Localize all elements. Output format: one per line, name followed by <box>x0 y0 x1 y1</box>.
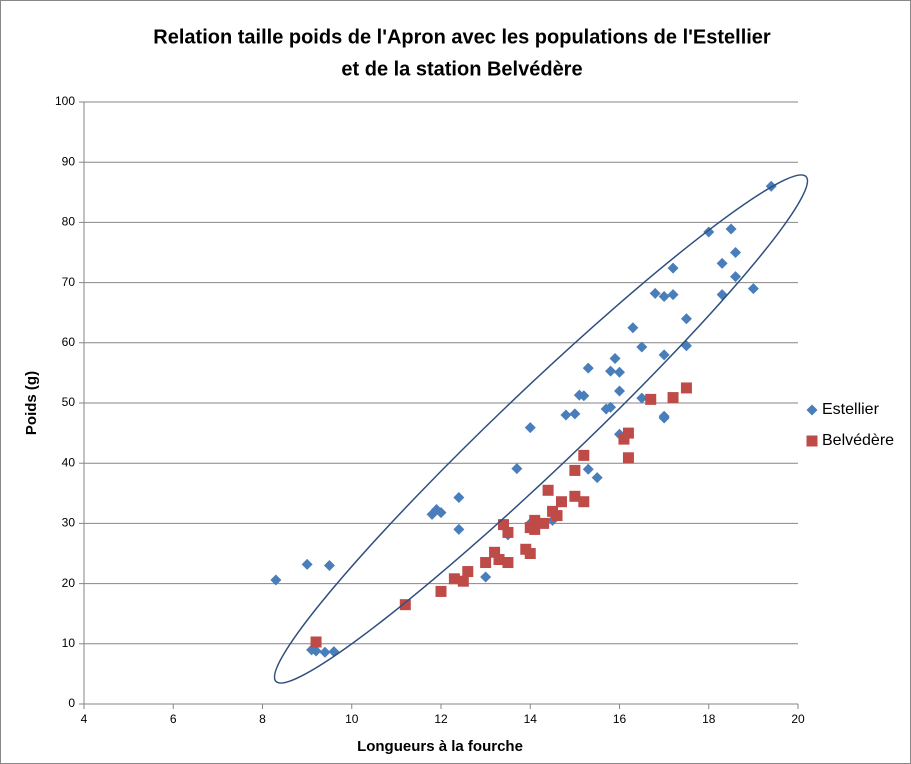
y-tick-label: 50 <box>62 395 76 409</box>
point <box>680 382 692 394</box>
x-tick-label: 4 <box>81 712 88 726</box>
point <box>614 385 625 397</box>
x-tick-label: 10 <box>345 712 359 726</box>
x-tick-label: 8 <box>259 712 266 726</box>
point <box>582 362 594 374</box>
point <box>529 514 541 526</box>
point <box>658 349 670 361</box>
x-tick-label: 18 <box>702 712 716 726</box>
point <box>480 557 492 569</box>
y-tick-label: 0 <box>68 696 75 710</box>
point <box>462 566 474 578</box>
point <box>399 599 411 611</box>
point <box>725 223 737 235</box>
point <box>730 247 742 258</box>
point <box>493 554 505 566</box>
point <box>524 422 536 434</box>
point <box>618 433 630 445</box>
y-tick-label: 40 <box>62 455 76 469</box>
point <box>502 526 514 538</box>
point <box>667 289 679 301</box>
point <box>569 464 581 476</box>
point <box>578 496 590 508</box>
point <box>658 412 670 424</box>
point <box>489 546 501 558</box>
point <box>435 507 447 519</box>
point <box>605 401 617 413</box>
y-tick-label: 60 <box>62 335 76 349</box>
point <box>551 510 563 522</box>
highlight-ellipse <box>273 174 809 684</box>
point <box>569 490 581 502</box>
point <box>582 463 594 475</box>
point <box>511 463 523 475</box>
y-tick-label: 70 <box>62 275 76 289</box>
point <box>578 390 590 402</box>
x-tick-label: 14 <box>524 712 538 726</box>
point <box>578 449 590 461</box>
point <box>730 271 742 283</box>
y-tick-label: 100 <box>55 94 75 108</box>
point <box>529 523 541 535</box>
x-tick-label: 16 <box>613 712 627 726</box>
point <box>542 484 554 496</box>
point <box>667 392 679 404</box>
y-tick-label: 20 <box>62 576 76 590</box>
point <box>310 636 322 648</box>
point <box>609 352 621 364</box>
legend-label: Belvédère <box>822 432 894 449</box>
point <box>645 393 657 405</box>
point <box>622 427 634 439</box>
x-tick-label: 12 <box>434 712 448 726</box>
point <box>716 257 728 269</box>
point <box>605 365 617 377</box>
chart-title: Relation taille poids de l'Apron avec le… <box>153 26 771 48</box>
legend-label: Estellier <box>822 401 880 418</box>
point <box>560 409 572 421</box>
point <box>270 574 282 586</box>
y-axis-label: Poids (g) <box>23 371 40 435</box>
chart-title: et de la station Belvédère <box>341 58 582 80</box>
point <box>323 560 335 572</box>
point <box>538 517 550 529</box>
point <box>431 504 443 516</box>
legend-marker <box>806 404 818 416</box>
point <box>453 523 465 535</box>
point <box>502 557 514 569</box>
point <box>636 341 648 353</box>
point <box>636 392 648 404</box>
point <box>453 492 465 504</box>
point <box>614 366 625 378</box>
point <box>667 262 679 274</box>
x-tick-label: 20 <box>791 712 805 726</box>
point <box>435 585 447 597</box>
y-tick-label: 10 <box>62 636 76 650</box>
point <box>555 496 567 508</box>
point <box>622 452 634 464</box>
legend-marker <box>806 435 818 447</box>
point <box>524 548 536 559</box>
x-axis-label: Longueurs à la fourche <box>357 738 523 755</box>
point <box>680 313 692 325</box>
point <box>658 290 670 302</box>
point <box>310 645 322 657</box>
point <box>747 283 759 295</box>
point <box>627 322 639 334</box>
point <box>703 226 715 238</box>
y-tick-label: 30 <box>62 516 76 530</box>
x-tick-label: 6 <box>170 712 177 726</box>
point <box>301 558 313 570</box>
point <box>569 408 581 420</box>
point <box>457 575 469 587</box>
point <box>480 571 492 583</box>
point <box>497 519 509 531</box>
y-tick-label: 90 <box>62 154 76 168</box>
point <box>649 287 661 299</box>
y-tick-label: 80 <box>62 215 76 229</box>
point <box>448 573 460 585</box>
point <box>319 646 331 658</box>
point <box>591 472 603 484</box>
